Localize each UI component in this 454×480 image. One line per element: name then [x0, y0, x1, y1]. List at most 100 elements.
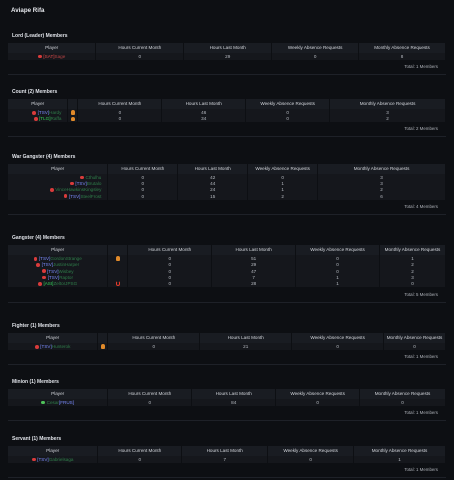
bell-icon[interactable]	[100, 344, 106, 349]
player-cell[interactable]: Cesar[FRUS]	[8, 399, 109, 406]
column-header-hours-last[interactable]: Hours Last Month	[181, 446, 269, 456]
column-header-hours-current[interactable]: Hours Current Month	[107, 164, 179, 174]
column-header-hours-current[interactable]: Hours Current Month	[107, 389, 193, 399]
weekly-absence-cell: 0	[247, 174, 319, 181]
player-name-link[interactable]: Gabrielsaga	[48, 457, 74, 462]
player-name-link[interactable]: Hunterok	[51, 344, 71, 350]
table-row[interactable]: [TSV]Hunterok 0 21 0 0	[8, 343, 446, 351]
bell-icon[interactable]	[70, 110, 76, 115]
members-table: Player Hours Current Month Hours Last Mont…	[8, 333, 446, 351]
column-header-player[interactable]: Player	[8, 245, 109, 255]
player-name-link[interactable]: Wisbey	[58, 268, 74, 274]
player-cell[interactable]: [TSV]JustinHarper	[8, 262, 109, 269]
column-header-hours-current[interactable]: Hours Current Month	[95, 43, 185, 53]
column-header-weekly-absence[interactable]: Weekly Absence Requests	[247, 164, 319, 174]
column-header-hours-last[interactable]: Hours Last Month	[183, 43, 273, 53]
player-name-link[interactable]: VinceHawkinsKingsley	[55, 187, 102, 193]
player-cell[interactable]: [TSV]Wisbey	[8, 268, 109, 275]
table-row[interactable]: [TSV]Hardy 0 46 0 3	[8, 109, 446, 117]
table-row[interactable]: Cthulhu 0 42 0 3	[8, 174, 446, 181]
bell-icon[interactable]	[115, 256, 121, 261]
player-name-link[interactable]: SteelFrost	[80, 193, 102, 199]
player-name-link[interactable]: GordonStrange	[50, 256, 82, 262]
player-cell[interactable]: [TSV]SteelFrost	[8, 193, 109, 200]
table-row[interactable]: Cesar[FRUS] 0 84 0 0	[8, 399, 446, 406]
flag-cell	[107, 268, 129, 275]
column-header-monthly-absence[interactable]: Monthly Absence Requests	[359, 389, 446, 399]
section-divider	[8, 419, 446, 421]
members-table: Player Hours Current Month Hours Last Mont…	[8, 164, 446, 200]
column-header-player[interactable]: Player	[8, 43, 97, 53]
table-row[interactable]: [TSV]Raptor 0 7 1 3	[8, 274, 446, 282]
player-name-link[interactable]: Cesar	[46, 400, 59, 405]
column-header-hours-current[interactable]: Hours Current Month	[77, 99, 163, 109]
column-header-hours-last[interactable]: Hours Last Month	[211, 245, 297, 255]
column-header-monthly-absence[interactable]: Monthly Absence Requests	[358, 43, 446, 53]
members-total: Total: 1 Members	[404, 63, 438, 69]
player-cell[interactable]: VinceHawkinsKingsley	[8, 187, 109, 194]
player-cell[interactable]: [SAT]Sage	[8, 53, 97, 60]
column-header-hours-last[interactable]: Hours Last Month	[199, 333, 293, 343]
player-name-link[interactable]: Cthulhu	[85, 175, 102, 180]
column-header-hours-last[interactable]: Hours Last Month	[177, 164, 249, 174]
column-header-hours-last[interactable]: Hours Last Month	[161, 99, 247, 109]
column-header-hours-current[interactable]: Hours Current Month	[127, 245, 213, 255]
player-cell[interactable]: [ASI]ZeltorJPSG	[8, 281, 109, 288]
column-header-weekly-absence[interactable]: Weekly Absence Requests	[245, 99, 331, 109]
player-name-link[interactable]: Raffa	[50, 116, 62, 122]
player-cell[interactable]: [TLG]Raffa	[8, 116, 69, 123]
table-row[interactable]: [TLG]Raffa 0 34 0 2	[8, 116, 446, 123]
power-icon[interactable]	[115, 281, 121, 286]
table-row[interactable]: [TSV]SteelFrost 0 15 2 6	[8, 193, 446, 200]
player-name-link[interactable]: Hardy	[49, 110, 62, 116]
player-name-link[interactable]: ZeltorJPSG	[53, 281, 78, 287]
table-row[interactable]: [TSV]Gabrielsaga 0 7 0 1	[8, 456, 446, 463]
column-header-monthly-absence[interactable]: Monthly Absence Requests	[379, 245, 446, 255]
column-header-weekly-absence[interactable]: Weekly Absence Requests	[291, 333, 385, 343]
hours-current-cell: 0	[127, 274, 213, 282]
column-header-hours-last[interactable]: Hours Last Month	[191, 389, 277, 399]
status-dot-icon	[34, 344, 39, 349]
player-cell[interactable]: [TSV]Hardy	[8, 109, 69, 117]
column-header-monthly-absence[interactable]: Monthly Absence Requests	[329, 99, 446, 109]
player-name-link[interactable]: Brutalo	[86, 181, 102, 187]
player-name-link[interactable]: Sage	[54, 54, 66, 59]
table-row[interactable]: [TSV]GordonStrange 0 51 0 1	[8, 255, 446, 263]
section-divider	[8, 363, 446, 365]
column-header-player[interactable]: Player	[8, 446, 99, 456]
player-cell[interactable]: [TSV]Brutalo	[8, 180, 109, 188]
weekly-absence-cell: 1	[295, 281, 381, 288]
column-header-weekly-absence[interactable]: Weekly Absence Requests	[271, 43, 360, 53]
column-header-hours-current[interactable]: Hours Current Month	[97, 446, 183, 456]
table-row[interactable]: VinceHawkinsKingsley 0 24 1 2	[8, 187, 446, 194]
column-header-weekly-absence[interactable]: Weekly Absence Requests	[295, 245, 381, 255]
bell-icon[interactable]	[70, 116, 76, 121]
column-header-player[interactable]: Player	[8, 164, 109, 174]
table-row[interactable]: [TSV]Brutalo 0 44 1 3	[8, 180, 446, 188]
column-header-monthly-absence[interactable]: Monthly Absence Requests	[383, 333, 446, 343]
player-cell[interactable]: [TSV]GordonStrange	[8, 255, 109, 263]
player-cell[interactable]: Cthulhu	[8, 174, 109, 181]
table-row[interactable]: [TSV]Wisbey 0 47 0 2	[8, 268, 446, 275]
table-row[interactable]: [SAT]Sage 0 29 0 8	[8, 53, 446, 60]
table-row[interactable]: [TSV]JustinHarper 0 29 0 2	[8, 262, 446, 269]
column-header-player[interactable]: Player	[8, 333, 99, 343]
hours-last-cell: 46	[161, 109, 247, 117]
column-header-weekly-absence[interactable]: Weekly Absence Requests	[267, 446, 355, 456]
player-cell[interactable]: [TSV]Raptor	[8, 274, 109, 282]
hours-last-cell: 29	[183, 53, 273, 60]
members-table: Player Hours Current Month Hours Last Mont…	[8, 99, 446, 123]
column-header-weekly-absence[interactable]: Weekly Absence Requests	[275, 389, 361, 399]
player-name-link[interactable]: Raptor	[59, 275, 73, 280]
column-header-hours-current[interactable]: Hours Current Month	[107, 333, 201, 343]
player-cell[interactable]: [TSV]Hunterok	[8, 343, 99, 351]
player-name-link[interactable]: JustinHarper	[53, 262, 80, 268]
column-header-player[interactable]: Player	[8, 99, 69, 109]
section-divider	[8, 136, 446, 138]
player-cell[interactable]: [TSV]Gabrielsaga	[8, 456, 99, 463]
section-title: Fighter (1) Members	[12, 323, 60, 329]
table-row[interactable]: [ASI]ZeltorJPSG 0 28 1 0	[8, 281, 446, 288]
column-header-player[interactable]: Player	[8, 389, 109, 399]
column-header-monthly-absence[interactable]: Monthly Absence Requests	[317, 164, 446, 174]
column-header-monthly-absence[interactable]: Monthly Absence Requests	[353, 446, 446, 456]
